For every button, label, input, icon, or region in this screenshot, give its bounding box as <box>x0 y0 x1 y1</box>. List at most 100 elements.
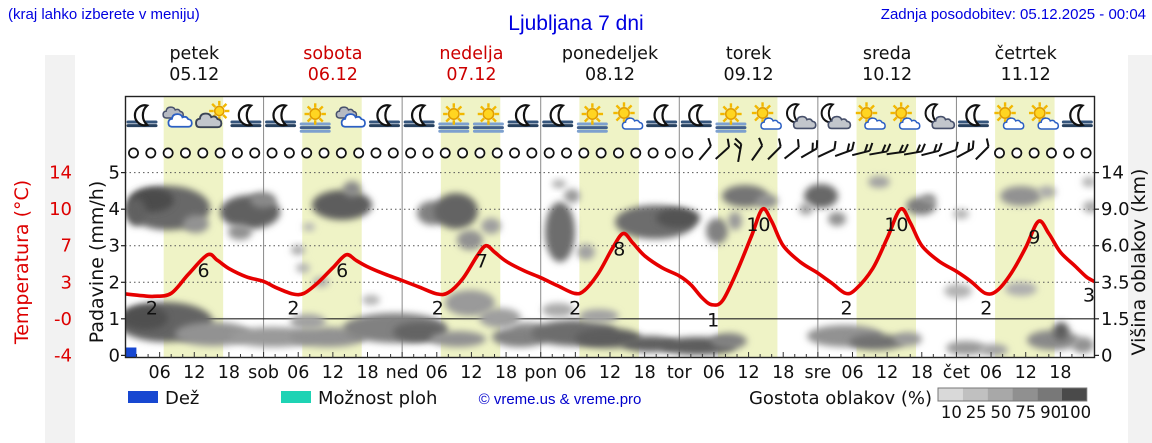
day-name: četrtek <box>994 44 1057 64</box>
wind-calm-icon <box>1011 147 1023 159</box>
copyright-link[interactable]: © vreme.us & vreme.pro <box>478 391 642 408</box>
wind-calm-icon <box>474 147 486 159</box>
day-header-petek: petek 05.12 <box>125 44 263 86</box>
hour-tick-label: 12 <box>460 363 482 383</box>
day-date: 06.12 <box>307 65 358 85</box>
wind-calm-icon <box>249 147 261 159</box>
wind-barb-icon <box>903 143 926 156</box>
wind-calm-icon <box>214 147 226 159</box>
hour-tick-label: 18 <box>218 363 240 383</box>
hour-tick-label: 18 <box>772 363 794 383</box>
day-abbr-label: sob <box>248 363 279 383</box>
cloud-blob <box>1038 186 1056 198</box>
density-scale-label: 100 <box>1060 403 1092 422</box>
sun-cloud-icon <box>613 102 644 130</box>
cloud-height-tick-label: 3.5 <box>1101 272 1130 293</box>
temperature-tick-label: 7 <box>61 236 72 257</box>
cloud-sun-icon <box>195 100 230 129</box>
cloud-blob <box>579 309 619 323</box>
day-date: 11.12 <box>1000 65 1051 85</box>
wind-calm-icon <box>318 147 330 159</box>
cloud-blob <box>296 263 310 273</box>
page-title: Ljubljana 7 dni <box>508 12 644 35</box>
sun-cloud-icon <box>994 102 1025 130</box>
last-update-text: Zadnja posodobitev: 05.12.2025 - 00:04 <box>880 6 1146 23</box>
right-margin-strip <box>1128 55 1152 443</box>
moon-fog-icon <box>957 104 989 128</box>
temperature-tick-label: -0 <box>54 309 72 330</box>
cloud-blob <box>312 190 372 220</box>
cloud-blob <box>728 212 742 230</box>
hour-tick-label: 12 <box>599 363 621 383</box>
density-scale-cell <box>987 388 1013 401</box>
cloud-blob <box>125 306 168 330</box>
wind-calm-icon <box>353 147 365 159</box>
sun-fog-icon <box>715 103 747 133</box>
cloud-blob <box>303 223 315 231</box>
hour-tick-label: 06 <box>149 363 171 383</box>
temperature-value-label: 1 <box>707 310 719 332</box>
day-header-torek: torek 09.12 <box>680 44 818 86</box>
day-abbr-label: ned <box>386 363 419 383</box>
wind-calm-icon <box>682 147 694 159</box>
cloud-blob <box>1027 330 1079 350</box>
density-scale-label: 90 <box>1040 403 1061 422</box>
hour-tick-label: 18 <box>1049 363 1071 383</box>
wind-calm-icon <box>231 147 243 159</box>
cloud-blob <box>250 192 276 208</box>
day-name: sobota <box>303 44 363 64</box>
moon-cloud-icon <box>786 103 817 130</box>
wind-barb-icon <box>956 140 975 159</box>
cloud-cover-layer <box>125 176 1095 356</box>
hour-tick-label: 18 <box>634 363 656 383</box>
cloud-height-tick-label: 0 <box>1101 345 1112 366</box>
cloud-blob <box>434 193 478 229</box>
sun-cloud-icon <box>751 102 782 130</box>
wind-barb-icon <box>715 138 731 160</box>
precipitation-tick-label: 2 <box>109 272 120 293</box>
density-scale-label: 10 <box>941 403 962 422</box>
density-scale-label: 25 <box>966 403 987 422</box>
temperature-value-label: 6 <box>198 260 210 282</box>
temperature-value-label: 2 <box>287 297 299 319</box>
temperature-value-label: 2 <box>980 297 992 319</box>
wind-calm-icon <box>543 147 555 159</box>
moon-cloud-icon <box>924 103 956 130</box>
sun-cloud-icon <box>1029 102 1060 130</box>
moon-fog-icon <box>542 104 574 128</box>
wind-calm-icon <box>664 147 676 159</box>
density-scale-cell <box>1012 388 1038 401</box>
cloud-blob <box>230 327 316 347</box>
moon-fog-icon <box>646 104 678 128</box>
day-header-sreda: sreda 10.12 <box>818 44 956 86</box>
wind-symbol-row <box>128 137 1092 163</box>
wind-calm-icon <box>283 147 295 159</box>
wind-barb-icon <box>698 137 712 161</box>
density-scale-label: 75 <box>1015 403 1036 422</box>
wind-barb-icon <box>733 137 743 163</box>
wind-barb-icon <box>869 143 892 156</box>
temperature-value-label: 2 <box>569 297 581 319</box>
wind-calm-icon <box>595 147 607 159</box>
cloud-blob <box>577 244 595 260</box>
temperature-curve <box>125 206 1095 307</box>
wind-calm-icon <box>422 147 434 159</box>
cloud-blob <box>706 218 728 244</box>
temperature-value-label: 9 <box>1028 226 1040 248</box>
wind-barb-icon <box>751 137 764 161</box>
cloud-height-tick-label: 14 <box>1101 163 1124 184</box>
moon-fog-icon <box>403 104 435 128</box>
wind-barb-icon <box>921 142 943 157</box>
weather-icon-row <box>126 100 1093 133</box>
temperature-tick-label: -4 <box>54 345 72 366</box>
legend-rain-label: Dež <box>165 388 200 409</box>
day-name: ponedeljek <box>561 44 659 64</box>
hour-tick-label: 06 <box>703 363 725 383</box>
temperature-tick-label: 3 <box>61 272 72 293</box>
density-scale-cell <box>1062 388 1087 401</box>
hour-tick-label: 12 <box>183 363 205 383</box>
day-date: 07.12 <box>446 65 497 85</box>
cloud-blob <box>922 194 936 204</box>
